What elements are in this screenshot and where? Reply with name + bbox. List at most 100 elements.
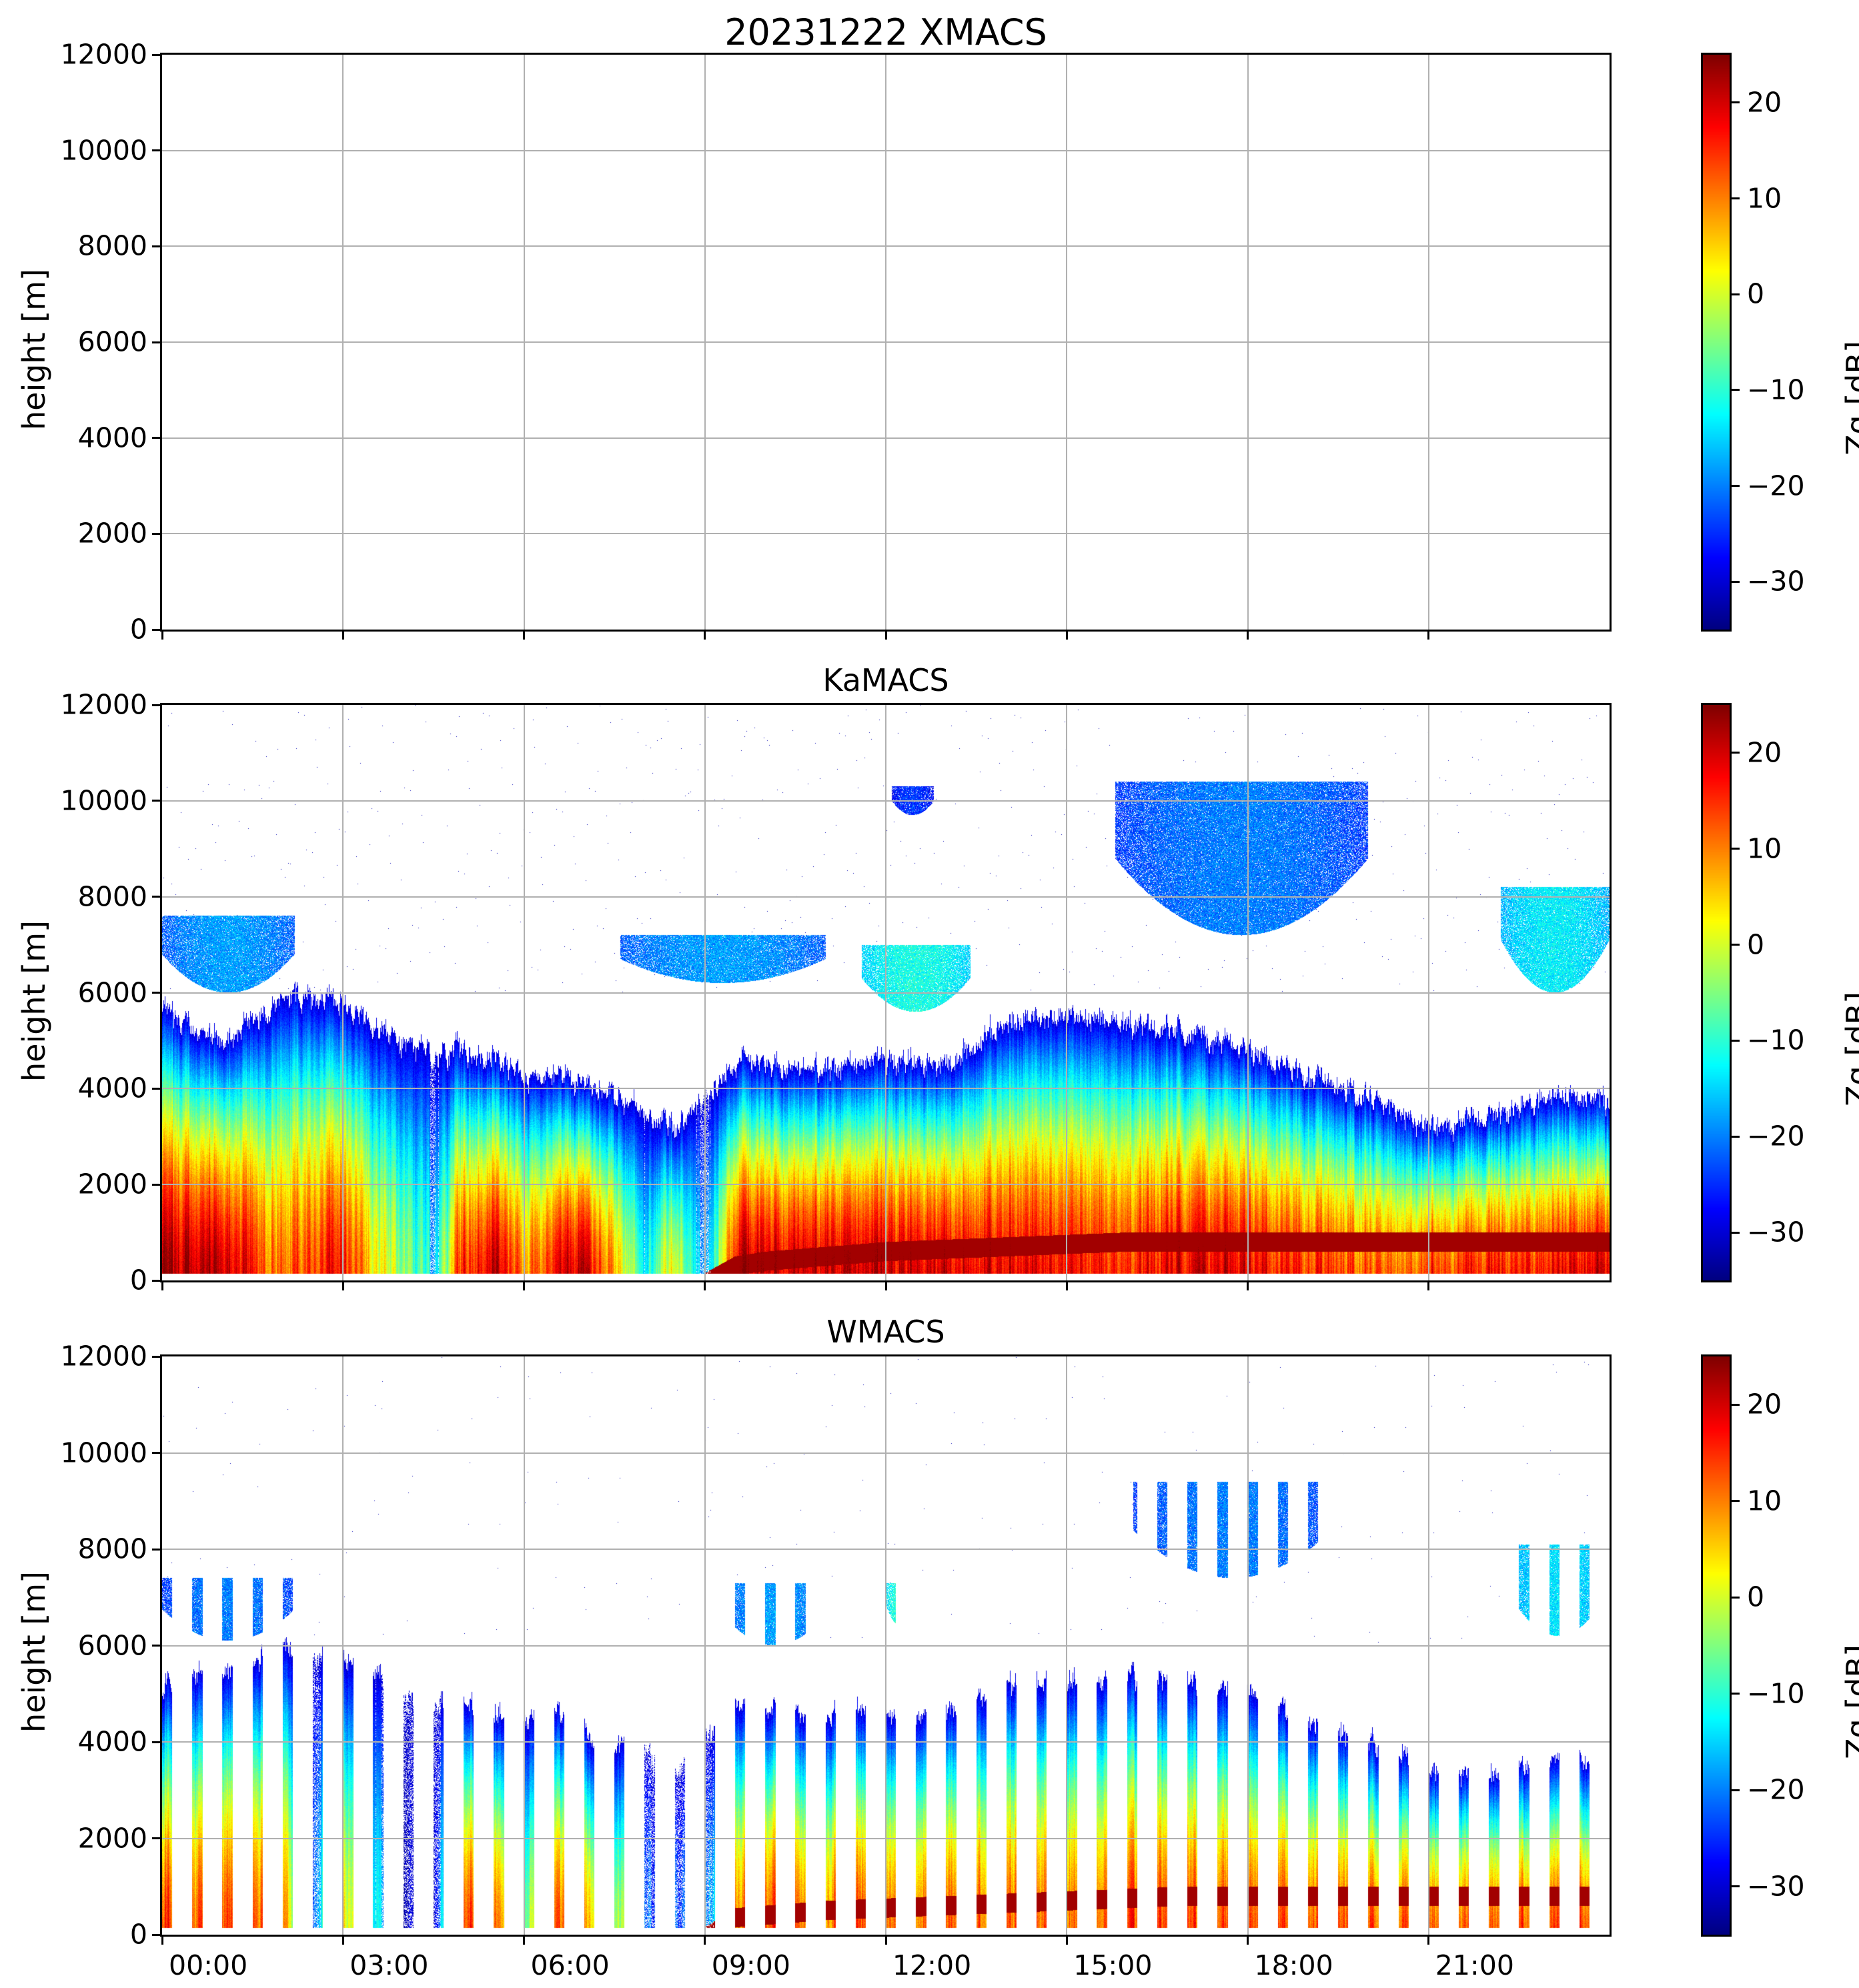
- x-tick: [342, 632, 344, 640]
- colorbar-tick-label: 10: [1747, 182, 1782, 214]
- y-gridline: [162, 1645, 1610, 1647]
- colorbar-tick: [1732, 944, 1740, 946]
- x-tick: [704, 632, 706, 640]
- plot-area-kamacs[interactable]: 0 2000 4000 6000 8000 10000 12000: [61, 691, 1612, 1294]
- y-gridline: [162, 341, 1610, 343]
- x-tick-label: 15:00: [1073, 1949, 1153, 1981]
- y-tick: [152, 532, 160, 535]
- y-tick-label: 10000: [60, 134, 147, 167]
- colorbar-tick: [1732, 752, 1740, 754]
- x-tick: [704, 1282, 706, 1290]
- colorbar-tick: [1732, 1403, 1740, 1406]
- x-tick: [1065, 632, 1068, 640]
- x-tick: [1427, 1282, 1430, 1290]
- y-tick: [152, 245, 160, 247]
- colorbar-xmacs: −30 −20 −10 0 10 20 Zg [dB]: [1701, 53, 1859, 632]
- colorbar-tick: [1732, 293, 1740, 295]
- figure-title: 20231222 XMACS: [724, 11, 1047, 53]
- x-tick: [342, 1282, 344, 1290]
- y-gridline: [162, 896, 1610, 898]
- x-tick-label: 03:00: [350, 1949, 429, 1981]
- y-tick-label: 12000: [60, 1340, 147, 1372]
- y-tick-label: 6000: [77, 1629, 147, 1661]
- colorbar-tick-label: −30: [1747, 1216, 1805, 1248]
- y-tick: [152, 1355, 160, 1358]
- colorbar-tick-label: 0: [1747, 277, 1765, 310]
- colorbar-tick: [1732, 389, 1740, 391]
- colorbar-tick: [1732, 1693, 1740, 1695]
- panel-kamacs: KaMACS height [m] 0 2000 4000 6000 8000 10000…: [16, 665, 1859, 1294]
- colorbar-kamacs: −30 −20 −10 0 10 20 Zg [dB]: [1701, 703, 1859, 1282]
- y-gridline: [162, 1837, 1610, 1839]
- y-tick: [152, 437, 160, 439]
- colorbar-tick-label: 0: [1747, 1581, 1765, 1613]
- colorbar-gradient: [1703, 705, 1730, 1280]
- y-tick-label: 6000: [77, 325, 147, 358]
- x-tick: [884, 1937, 887, 1945]
- colorbar-tick-label: −20: [1747, 1773, 1805, 1806]
- y-tick-label: 12000: [60, 688, 147, 721]
- x-tick: [161, 1937, 163, 1945]
- y-tick-label: 10000: [60, 1436, 147, 1468]
- y-tick-label: 0: [129, 613, 147, 646]
- y-gridline: [162, 1184, 1610, 1186]
- y-tick: [152, 1933, 160, 1936]
- x-tick-label: 21:00: [1435, 1949, 1514, 1981]
- colorbar-tick-label: −30: [1747, 1870, 1805, 1903]
- y-tick: [152, 704, 160, 706]
- y-tick: [152, 800, 160, 802]
- y-tick: [152, 149, 160, 152]
- x-tick: [523, 632, 525, 640]
- colorbar-tick-label: −10: [1747, 1024, 1805, 1056]
- y-tick-label: 8000: [77, 880, 147, 913]
- plot-area-wmacs[interactable]: 00:00 03:00 06:00 09:00 12:00 15:00 18:00 21:00…: [61, 1342, 1612, 1979]
- y-tick: [152, 1837, 160, 1839]
- colorbar-tick: [1732, 580, 1740, 583]
- x-tick: [1247, 1282, 1249, 1290]
- x-tick: [1427, 1937, 1430, 1945]
- colorbar-tick-label: −10: [1747, 373, 1805, 406]
- y-gridline: [162, 149, 1610, 151]
- colorbar-tick: [1732, 1885, 1740, 1888]
- y-tick-label: 2000: [77, 1822, 147, 1854]
- colorbar-tick-label: 10: [1747, 1484, 1782, 1517]
- colorbar-tick: [1732, 1135, 1740, 1138]
- colorbar-tick: [1732, 485, 1740, 487]
- colorbar-wmacs: −30 −20 −10 0 10 20 Zg [dB]: [1701, 1354, 1859, 1937]
- x-tick: [884, 1282, 887, 1290]
- colorbar-tick-label: 0: [1747, 928, 1765, 961]
- x-tick: [1247, 632, 1249, 640]
- panel-title-wmacs: WMACS: [826, 1314, 945, 1350]
- y-tick-label: 2000: [77, 1168, 147, 1200]
- y-tick-label: 4000: [77, 421, 147, 454]
- y-tick: [152, 1087, 160, 1090]
- x-tick: [1065, 1282, 1068, 1290]
- y-gridline: [162, 1741, 1610, 1743]
- y-gridline: [162, 533, 1610, 535]
- x-tick: [1427, 632, 1430, 640]
- y-tick: [152, 628, 160, 631]
- y-tick: [152, 896, 160, 898]
- x-tick-label: 12:00: [892, 1949, 972, 1981]
- y-tick: [152, 1548, 160, 1551]
- y-gridline: [162, 1549, 1610, 1550]
- y-tick-label: 12000: [60, 38, 147, 71]
- y-tick-label: 0: [129, 1264, 147, 1296]
- y-tick: [152, 341, 160, 343]
- y-gridline: [162, 800, 1610, 802]
- y-tick: [152, 1741, 160, 1743]
- x-tick: [704, 1937, 706, 1945]
- y-gridline: [162, 245, 1610, 247]
- y-gridline: [162, 437, 1610, 439]
- colorbar-tick-label: −10: [1747, 1677, 1805, 1710]
- x-tick: [1247, 1937, 1249, 1945]
- y-tick: [152, 1279, 160, 1282]
- colorbar-tick-label: −30: [1747, 565, 1805, 598]
- y-gridline: [162, 1452, 1610, 1454]
- plot-area-xmacs[interactable]: 0 2000 4000 6000 8000 10000 12000: [61, 41, 1612, 643]
- panel-xmacs: 20231222 XMACS height [m] 0 2000 4000 6000 8…: [0, 0, 1859, 667]
- colorbar-tick: [1732, 1039, 1740, 1042]
- x-tick: [161, 1282, 163, 1290]
- y-tick-label: 10000: [60, 784, 147, 817]
